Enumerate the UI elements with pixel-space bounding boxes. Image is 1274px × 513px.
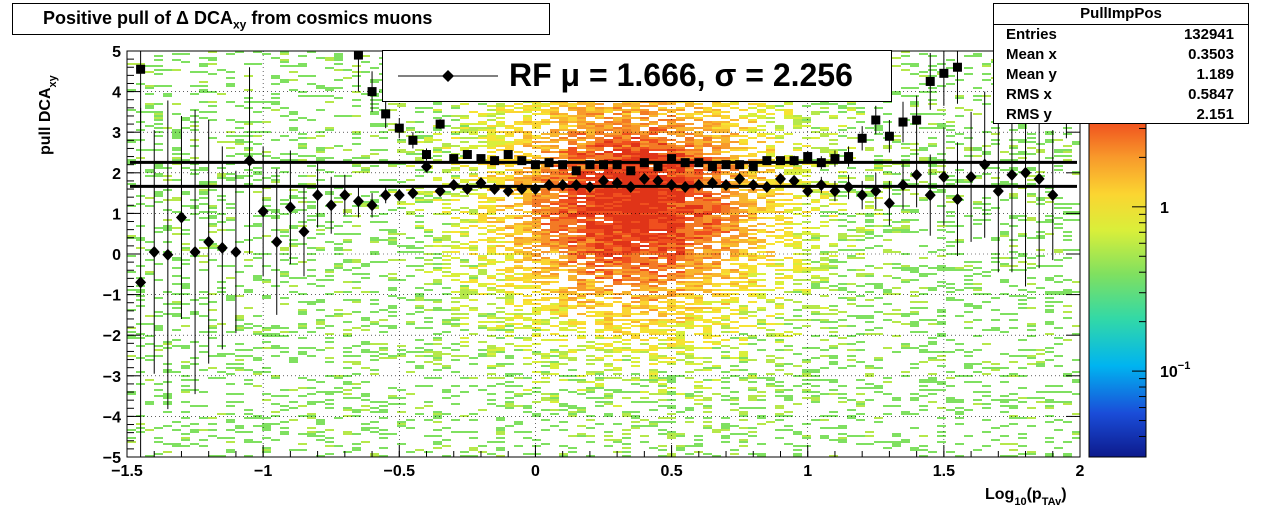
rms-point xyxy=(817,158,826,167)
mean-point xyxy=(271,236,282,248)
mean-point xyxy=(1047,189,1058,201)
y-axis-label: pull DCAxy xyxy=(37,74,59,155)
x-tick-label: 0 xyxy=(531,463,540,480)
chart-title: Positive pull of Δ DCAxy from cosmics mu… xyxy=(43,8,432,32)
rms-point xyxy=(490,156,499,165)
mean-point xyxy=(952,193,963,205)
rms-point xyxy=(368,87,377,96)
y-tick-label: −3 xyxy=(103,369,121,386)
rms-point xyxy=(953,63,962,72)
rms-point xyxy=(694,158,703,167)
mean-point xyxy=(312,189,323,201)
mean-point xyxy=(298,226,309,238)
y-tick-label: 3 xyxy=(112,125,121,142)
y-tick-label: −1 xyxy=(103,288,121,305)
rms-point xyxy=(667,154,676,163)
rms-point xyxy=(885,132,894,141)
z-tick-label: 1 xyxy=(1160,200,1169,217)
rms-point xyxy=(681,158,690,167)
mean-point xyxy=(149,246,160,258)
rms-point xyxy=(381,109,390,118)
rms-point xyxy=(899,118,908,127)
rms-point xyxy=(558,160,567,169)
rms-point xyxy=(708,162,717,171)
rms-point xyxy=(939,69,948,78)
mean-point xyxy=(339,189,350,201)
legend-box: RF μ = 1.666, σ = 2.256 xyxy=(382,50,892,102)
y-tick-label: 2 xyxy=(112,166,121,183)
y-tick-label: 1 xyxy=(112,206,121,223)
rms-point xyxy=(136,65,145,74)
mean-point xyxy=(230,246,241,258)
rms-point xyxy=(613,160,622,169)
mean-point xyxy=(217,242,228,254)
rms-point xyxy=(436,120,445,129)
rms-point xyxy=(517,156,526,165)
rms-point xyxy=(830,154,839,163)
rms-point xyxy=(912,116,921,125)
rms-point xyxy=(354,51,363,60)
rms-point xyxy=(722,160,731,169)
y-tick-label: −2 xyxy=(103,328,121,345)
mean-point xyxy=(162,249,173,261)
rms-point xyxy=(408,136,417,145)
rms-point xyxy=(504,150,513,159)
color-scale-bar xyxy=(1089,92,1146,457)
rms-point xyxy=(395,124,404,133)
rms-point xyxy=(422,150,431,159)
stats-name: PullImpPos xyxy=(994,4,1248,25)
rms-point xyxy=(572,166,581,175)
rms-point xyxy=(776,156,785,165)
rms-point xyxy=(449,154,458,163)
rms-point xyxy=(762,156,771,165)
mean-point xyxy=(857,189,868,201)
x-tick-label: 1 xyxy=(803,463,812,480)
x-tick-label: 1.5 xyxy=(933,463,955,480)
rms-point xyxy=(926,77,935,86)
rms-point xyxy=(653,162,662,171)
rms-point xyxy=(626,166,635,175)
mean-point xyxy=(176,211,187,223)
rms-point xyxy=(463,150,472,159)
legend-marker xyxy=(393,51,513,103)
y-tick-label: −4 xyxy=(103,409,121,426)
rms-point xyxy=(640,158,649,167)
x-axis-label: Log10(pTAv) xyxy=(985,486,1067,508)
rms-point xyxy=(545,158,554,167)
y-tick-label: 0 xyxy=(112,247,121,264)
rms-point xyxy=(844,152,853,161)
x-tick-label: 0.5 xyxy=(660,463,682,480)
mean-point xyxy=(911,169,922,181)
x-tick-label: −0.5 xyxy=(383,463,415,480)
rms-point xyxy=(585,160,594,169)
chart-title-box: Positive pull of Δ DCAxy from cosmics mu… xyxy=(12,3,550,35)
rms-point xyxy=(858,134,867,143)
rms-point xyxy=(531,160,540,169)
rms-point xyxy=(790,156,799,165)
rms-point xyxy=(871,116,880,125)
rms-point xyxy=(735,160,744,169)
rms-point xyxy=(599,160,608,169)
y-tick-label: 5 xyxy=(112,44,121,61)
x-tick-label: 2 xyxy=(1076,463,1085,480)
mean-point xyxy=(448,179,459,191)
rms-point xyxy=(803,152,812,161)
y-tick-label: 4 xyxy=(112,85,121,102)
rms-point xyxy=(749,162,758,171)
legend-label: RF μ = 1.666, σ = 2.256 xyxy=(509,57,853,94)
x-tick-label: −1 xyxy=(254,463,272,480)
rms-point xyxy=(476,154,485,163)
y-tick-label: −5 xyxy=(103,450,121,467)
mean-point xyxy=(884,197,895,209)
z-tick-label: 10−1 xyxy=(1160,360,1190,381)
